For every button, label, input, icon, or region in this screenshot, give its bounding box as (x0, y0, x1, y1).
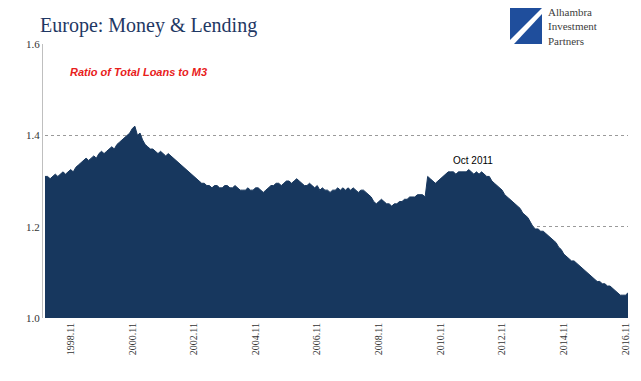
svg-text:Oct 2011: Oct 2011 (453, 155, 493, 166)
svg-text:2016.11: 2016.11 (620, 323, 631, 355)
svg-text:2002.11: 2002.11 (188, 323, 199, 355)
svg-text:1.4: 1.4 (26, 129, 40, 141)
svg-text:1.6: 1.6 (26, 38, 40, 50)
svg-text:2004.11: 2004.11 (250, 323, 261, 355)
svg-text:2012.11: 2012.11 (496, 323, 507, 355)
svg-text:1998.11: 1998.11 (65, 323, 76, 355)
svg-text:2010.11: 2010.11 (435, 323, 446, 355)
svg-text:Ratio of Total Loans to M3: Ratio of Total Loans to M3 (70, 66, 207, 78)
svg-text:2006.11: 2006.11 (311, 323, 322, 355)
svg-text:Europe: Money & Lending: Europe: Money & Lending (40, 14, 257, 37)
svg-text:AlhambraInvestmentPartners: AlhambraInvestmentPartners (548, 6, 597, 47)
svg-text:1.0: 1.0 (26, 312, 40, 324)
svg-text:1.2: 1.2 (26, 221, 40, 233)
svg-text:2000.11: 2000.11 (127, 323, 138, 355)
svg-text:2008.11: 2008.11 (373, 323, 384, 355)
svg-text:2014.11: 2014.11 (558, 323, 569, 355)
